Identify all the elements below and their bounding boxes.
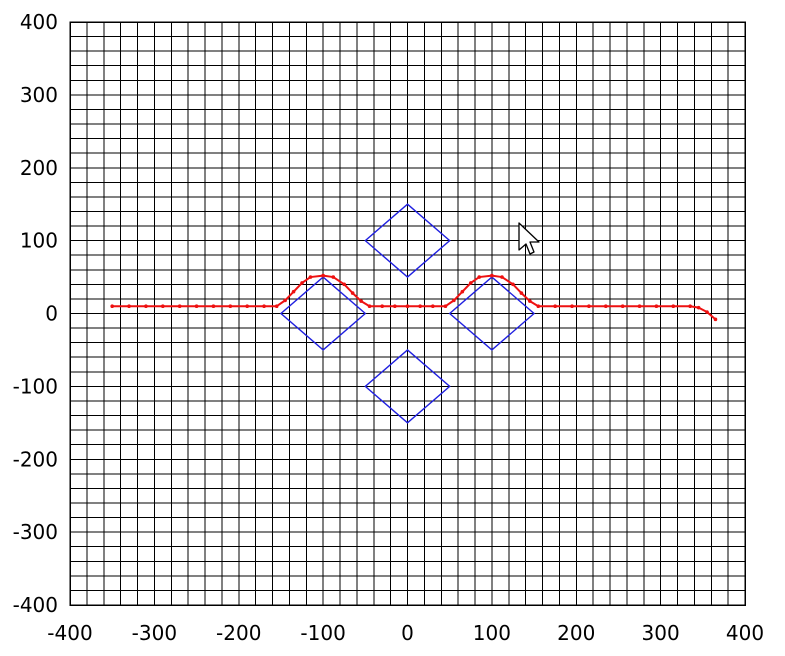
path-point: [245, 304, 249, 309]
obstacle-diamond: [448, 276, 536, 351]
obstacle-diamond: [364, 203, 451, 278]
path-point: [452, 298, 456, 303]
x-tick-label: 0: [401, 621, 414, 645]
obstacle-diamond: [279, 276, 367, 351]
x-tick-label: -200: [216, 621, 261, 645]
path-point: [570, 304, 574, 309]
path-point: [367, 304, 372, 309]
path-point: [211, 304, 216, 309]
path-point: [300, 281, 304, 285]
path-line: [112, 274, 717, 321]
path-point: [587, 304, 591, 309]
path-point: [418, 304, 422, 309]
y-tick-label: -100: [13, 374, 58, 398]
path-point: [637, 304, 642, 309]
path-point: [262, 304, 266, 309]
path-point: [713, 317, 718, 322]
path-point: [405, 304, 410, 309]
path-point: [443, 304, 448, 309]
path-point: [228, 304, 233, 309]
path-point: [696, 305, 701, 310]
x-axis-ticks: -400 -300 -200 -100 0 100 200 300 400: [47, 621, 764, 645]
path-point: [490, 273, 494, 278]
path-point: [500, 275, 504, 279]
mouse-pointer-icon: [518, 222, 540, 255]
path-point: [161, 304, 165, 309]
path-point: [350, 291, 355, 295]
path-point: [688, 304, 692, 309]
y-tick-label: -400: [13, 593, 58, 617]
y-tick-label: 100: [20, 229, 58, 253]
path-point: [177, 304, 182, 309]
x-tick-label: 200: [557, 621, 595, 645]
path-point: [380, 304, 384, 309]
x-tick-label: 300: [642, 621, 680, 645]
path-point: [671, 304, 676, 309]
path-point: [705, 310, 709, 314]
path-point: [393, 304, 397, 309]
path-point: [511, 282, 515, 287]
obstacle-diamond: [364, 349, 451, 424]
path-point: [342, 282, 347, 287]
y-tick-label: -300: [13, 520, 58, 544]
y-tick-label: 200: [20, 156, 58, 180]
path-point: [144, 304, 148, 309]
obstacles: [279, 203, 536, 424]
path-point: [274, 304, 279, 309]
x-tick-label: -300: [132, 621, 177, 645]
path-point: [308, 275, 313, 279]
path-point: [331, 275, 336, 279]
path-point: [359, 299, 363, 303]
x-tick-label: -400: [47, 621, 92, 645]
path-point: [603, 304, 608, 309]
x-tick-label: 400: [726, 621, 764, 645]
path-point: [528, 299, 532, 303]
path-point: [536, 304, 541, 309]
x-tick-label: 100: [473, 621, 511, 645]
x-tick-label: -100: [300, 621, 345, 645]
path-point: [431, 304, 435, 309]
y-tick-label: 300: [20, 83, 58, 107]
path-point: [519, 291, 524, 295]
path-point: [291, 289, 296, 294]
path-point: [321, 273, 325, 278]
y-tick-label: 0: [45, 302, 58, 326]
path-point: [468, 281, 473, 285]
path-point: [620, 304, 625, 309]
path-series: [110, 273, 718, 322]
path-point: [194, 304, 199, 309]
path-point: [283, 298, 287, 303]
plot-frame: [69, 21, 746, 606]
path-point: [127, 304, 131, 309]
path-point: [477, 275, 482, 279]
path-point: [110, 304, 114, 309]
grid-lines: [69, 21, 746, 606]
y-tick-label: 400: [20, 10, 58, 34]
y-tick-label: -200: [13, 447, 58, 471]
y-axis-ticks: 400 300 200 100 0 -100 -200 -300 -400: [13, 10, 58, 617]
path-point: [460, 289, 465, 294]
path-point: [654, 304, 659, 309]
path-point: [553, 304, 557, 309]
